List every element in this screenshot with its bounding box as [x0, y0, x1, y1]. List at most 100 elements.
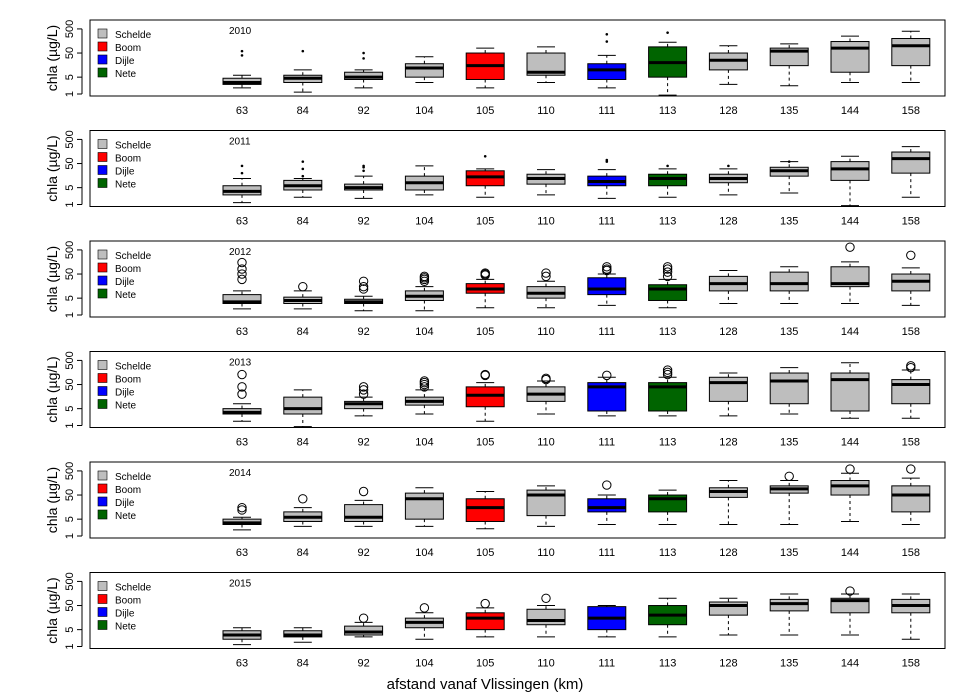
box-144: 144: [830, 362, 870, 449]
panel-2012: 1 5 50 500 chla (µg/L) 2012 Schelde Boom Dijle Ne…: [44, 240, 946, 338]
box-63: 63: [222, 257, 262, 338]
box-92: 92: [344, 382, 384, 449]
x-tick-label: 92: [357, 437, 369, 449]
y-tick-label: 5: [64, 516, 76, 522]
legend-label-nete: Nete: [115, 622, 137, 633]
box-144: 144: [830, 35, 870, 117]
box-110: 110: [526, 485, 566, 559]
legend-label-dijle: Dijle: [115, 277, 135, 288]
x-tick-label: 104: [415, 658, 433, 670]
legend-label-boom: Boom: [115, 43, 141, 54]
legend-label-nete: Nete: [115, 511, 137, 522]
y-tick-label: 500: [64, 572, 76, 590]
outlier-point: [662, 267, 673, 277]
legend-label-dijle: Dijle: [115, 167, 135, 178]
legend-swatch-boom: [97, 483, 108, 494]
box-110: 110: [526, 46, 566, 117]
box-110: 110: [526, 169, 566, 228]
outlier-point: [237, 264, 247, 274]
outlier-point: [237, 257, 247, 268]
legend-swatch-nete: [97, 288, 108, 299]
outlier-point: [541, 268, 551, 278]
outlier-point: [358, 276, 369, 286]
outlier-point: [237, 382, 247, 392]
x-tick-label: 92: [357, 326, 369, 338]
x-tick-label: 135: [780, 326, 798, 338]
outlier-point: [605, 32, 609, 36]
x-tick-label: 111: [598, 547, 615, 559]
box-iqr: [526, 52, 566, 76]
outlier-point: [906, 250, 916, 260]
box-iqr: [891, 485, 931, 513]
panel-frame: [89, 130, 946, 207]
x-tick-label: 110: [537, 216, 555, 228]
outlier-point: [419, 271, 430, 282]
legend-swatch-nete: [97, 67, 108, 78]
y-tick-label: 5: [64, 406, 76, 412]
x-tick-label: 111: [598, 326, 615, 338]
box-110: 110: [526, 593, 566, 670]
box-105: 105: [465, 47, 505, 117]
box-63: 63: [222, 627, 262, 670]
x-tick-label: 84: [297, 326, 309, 338]
x-tick-label: 63: [236, 216, 248, 228]
box-111: 111: [587, 480, 627, 559]
x-tick-label: 84: [297, 658, 309, 670]
x-tick-label: 92: [357, 658, 369, 670]
y-tick-label: 50: [64, 157, 76, 169]
outlier-point: [358, 382, 369, 392]
box-iqr: [222, 294, 262, 304]
y-axis-label: chla (µg/L): [44, 467, 60, 533]
legend-label-nete: Nete: [115, 401, 137, 412]
box-iqr: [465, 498, 505, 522]
x-tick-label: 144: [841, 547, 859, 559]
legend-swatch-schelde: [97, 249, 108, 260]
y-tick-label: 5: [64, 185, 76, 191]
legend-label-dijle: Dijle: [115, 609, 135, 620]
box-128: 128: [708, 164, 748, 228]
box-113: 113: [648, 489, 688, 559]
x-tick-label: 144: [841, 437, 859, 449]
box-105: 105: [465, 491, 505, 559]
y-tick-label: 500: [64, 351, 76, 369]
outlier-point: [362, 57, 365, 60]
legend-swatch-boom: [97, 41, 108, 52]
x-tick-label: 158: [902, 105, 920, 117]
outlier-point: [237, 505, 247, 515]
legend-swatch-schelde: [97, 470, 108, 481]
legend-swatch-boom: [97, 152, 108, 162]
x-tick-label: 84: [297, 437, 309, 449]
legend-swatch-dijle: [97, 275, 108, 286]
box-iqr: [465, 386, 505, 408]
box-iqr: [830, 41, 870, 73]
box-92: 92: [344, 613, 384, 670]
box-iqr: [769, 271, 809, 292]
box-iqr: [891, 151, 931, 174]
x-tick-label: 110: [537, 547, 555, 559]
x-tick-label: 128: [719, 658, 737, 670]
x-tick-label: 135: [780, 216, 798, 228]
y-tick-label: 5: [64, 295, 76, 301]
outlier-point: [666, 164, 669, 168]
outlier-point: [358, 613, 369, 623]
x-tick-label: 135: [780, 105, 798, 117]
x-tick-label: 113: [659, 326, 677, 338]
box-144: 144: [830, 242, 870, 338]
box-111: 111: [587, 158, 627, 228]
x-tick-label: 92: [357, 216, 369, 228]
box-iqr: [465, 612, 505, 631]
outlier-point: [541, 373, 551, 384]
x-tick-label: 128: [719, 437, 737, 449]
x-tick-label: 63: [236, 105, 248, 117]
box-158: 158: [891, 250, 931, 338]
outlier-point: [480, 369, 490, 380]
y-tick-label: 1: [64, 91, 76, 97]
x-tick-label: 128: [719, 547, 737, 559]
x-tick-label: 63: [236, 326, 248, 338]
box-113: 113: [648, 164, 688, 228]
y-tick-label: 50: [64, 378, 76, 390]
outlier-point: [666, 31, 669, 34]
outlier-point: [787, 160, 791, 163]
legend-label-schelde: Schelde: [115, 251, 152, 262]
